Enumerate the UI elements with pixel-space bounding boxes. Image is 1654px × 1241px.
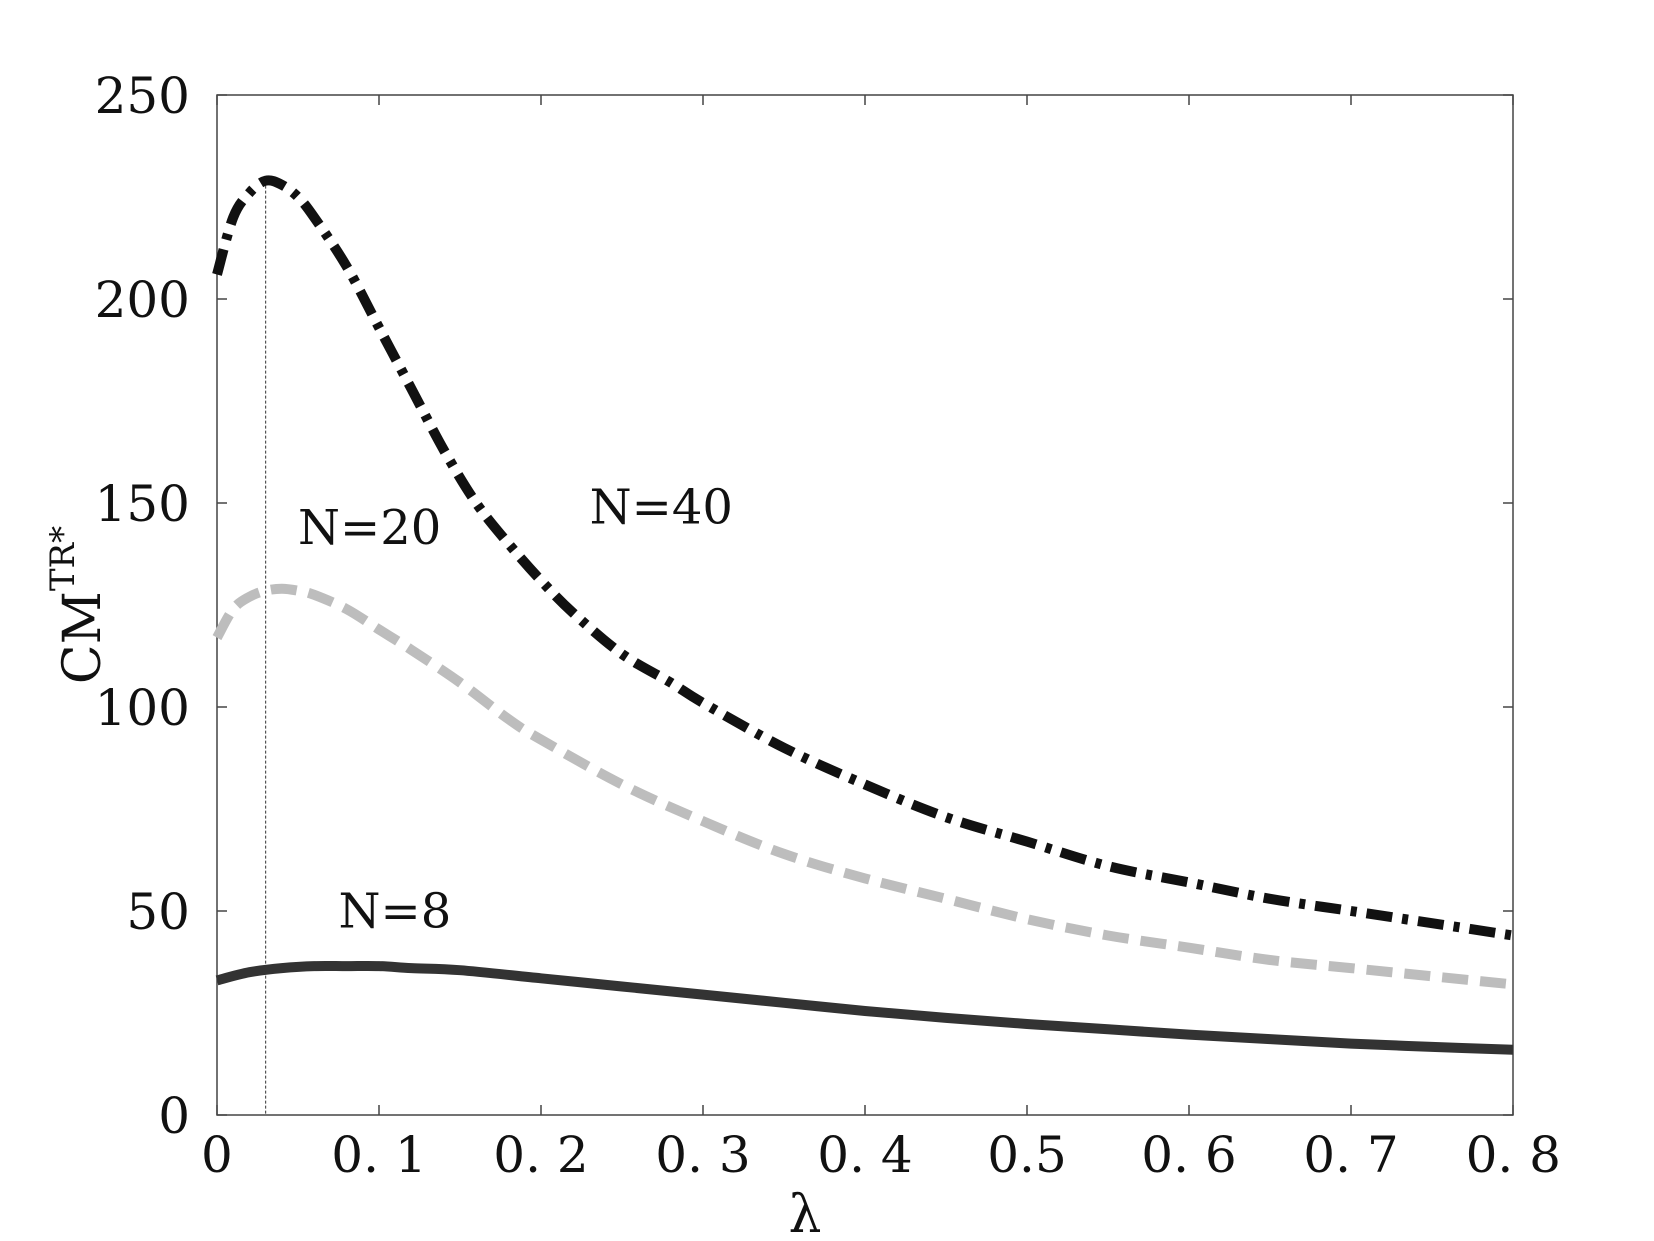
x-tick-label: 0. 1	[331, 1126, 426, 1184]
x-tick-label: 0. 4	[817, 1126, 912, 1184]
x-tick-label: 0. 7	[1303, 1126, 1398, 1184]
y-tick-label: 50	[126, 883, 190, 941]
series-labels: N=40 N=20 N=8	[298, 479, 733, 939]
x-tick-label: 0. 2	[493, 1126, 588, 1184]
plot-frame	[216, 94, 1514, 1116]
x-tick-label: 0. 6	[1141, 1126, 1236, 1184]
y-axis-label-main: CM	[53, 591, 113, 684]
series-label: N=20	[298, 500, 441, 556]
y-tick-label: 200	[95, 271, 190, 329]
y-tick-label: 250	[95, 67, 190, 125]
x-axis-label: λ	[789, 1185, 822, 1241]
y-tick-label: 0	[158, 1087, 190, 1145]
x-tick-label: 0.5	[987, 1126, 1067, 1184]
y-axis-label-superscript: TR*	[43, 526, 83, 591]
series-label: N=40	[590, 479, 733, 535]
y-tick-label: 100	[95, 679, 190, 737]
series-line-n20	[212, 583, 1514, 990]
series-label: N=8	[339, 883, 452, 939]
series-line-n40	[212, 175, 1514, 941]
y-axis-title: CMTR*	[43, 526, 113, 684]
y-axis-label: CMTR*	[43, 526, 113, 684]
x-tick-label: 0. 3	[655, 1126, 750, 1184]
series-group	[212, 175, 1514, 1055]
axis-ticks: 0 0. 1 0. 2 0. 3 0. 4 0.5 0. 6 0. 7 0. 8 0 50 100 15…	[95, 67, 1561, 1184]
x-tick-label: 0	[201, 1126, 233, 1184]
x-tick-label: 0. 8	[1466, 1126, 1561, 1184]
series-line-n8	[215, 960, 1514, 1055]
y-tick-label: 150	[95, 475, 190, 533]
